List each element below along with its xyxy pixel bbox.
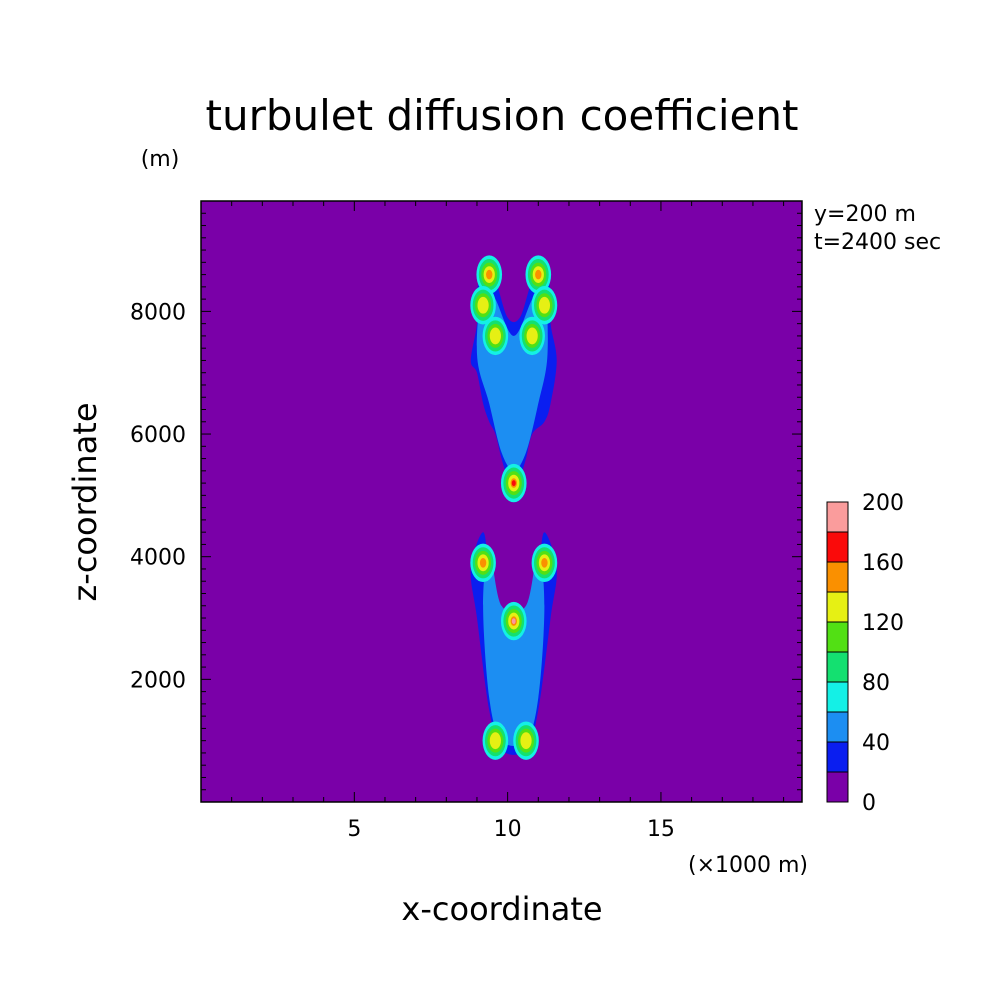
colorbar-tick-label: 200 [862,491,904,516]
colorbar-swatch [827,742,848,772]
contour-peak [482,316,509,356]
contour-peak [525,255,552,294]
colorbar-tick-label: 120 [862,611,904,636]
contour-fields [470,255,558,760]
plot-frame [200,200,803,803]
contour-peak [470,543,496,583]
x-ticks: 5 10 15 [231,201,785,842]
contour-peak [500,463,527,503]
y-ticks: 2000 4000 6000 8000 [130,212,802,791]
colorbar-swatch [827,652,848,682]
colorbar-swatch [827,622,848,652]
annotation-y-slice: y=200 m [814,202,916,227]
chart-title: turbulet diffusion coefficient [206,91,799,140]
x-tick-label: 15 [647,817,675,842]
x-unit-label: (×1000 m) [688,853,808,878]
y-unit-label: (m) [141,147,180,172]
y-tick-label: 6000 [130,423,186,448]
y-tick-label: 8000 [130,300,186,325]
colorbar: 0 40 80 120 160 200 [826,491,904,816]
colorbar-swatch [827,772,848,802]
contour-peak [500,601,527,641]
contour-peak [519,316,545,356]
colorbar-swatch [827,712,848,742]
y-axis-label: z-coordinate [66,402,104,601]
colorbar-tick-label: 160 [862,551,904,576]
contour-peak [476,255,503,294]
y-tick-label: 2000 [130,668,186,693]
colorbar-swatch [827,592,848,622]
contour-peak [531,543,558,583]
colorbar-tick-label: 80 [862,671,890,696]
colorbar-swatch [827,502,848,532]
y-tick-label: 4000 [130,546,186,571]
plot-area: 5 10 15 2000 4000 6000 8000 [130,200,803,842]
contour-peak [470,286,496,325]
x-axis-label: x-coordinate [401,890,602,928]
contour-peak [482,721,509,760]
colorbar-swatch [827,682,848,712]
contour-lower-plume-inner [483,550,545,747]
colorbar-tick-label: 40 [862,731,890,756]
colorbar-tick-label: 0 [862,791,876,816]
x-tick-label: 5 [347,817,361,842]
contour-peak [513,721,539,760]
colorbar-swatch [827,562,848,592]
colorbar-swatch [827,532,848,562]
annotation-time: t=2400 sec [814,230,941,255]
contour-peak [531,286,558,325]
x-tick-label: 10 [494,817,522,842]
